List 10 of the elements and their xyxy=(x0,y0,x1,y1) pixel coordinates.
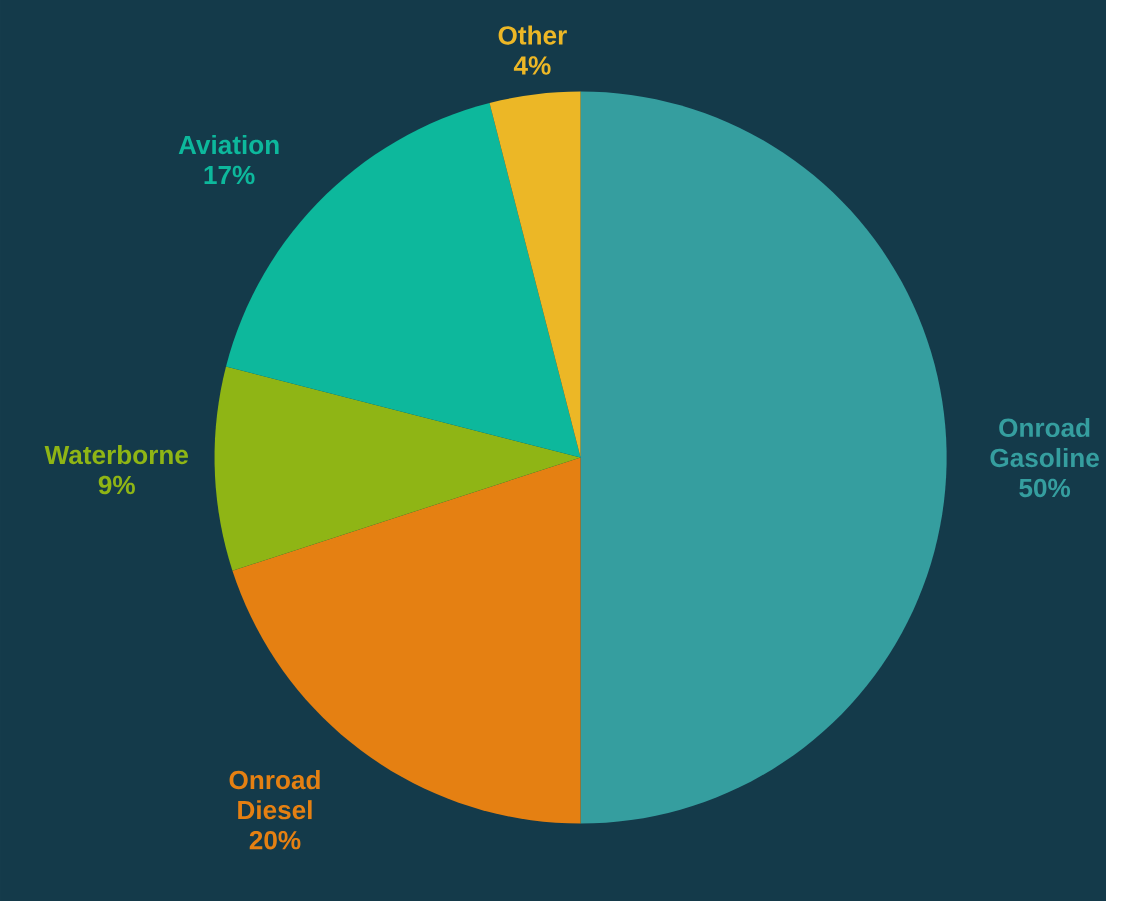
data-label: 4% xyxy=(513,56,551,75)
slice-label: Aviation xyxy=(178,134,279,154)
data-label: 50% xyxy=(1019,478,1071,498)
slice-label: Other xyxy=(498,25,567,45)
data-label: 20% xyxy=(249,830,301,850)
data-label: 17% xyxy=(204,165,255,185)
data-label: 9% xyxy=(98,475,135,495)
slice-label: Waterborne xyxy=(44,444,188,465)
slice-label: Onroad Gasoline xyxy=(990,417,1099,467)
slice-label: Onroad Diesel xyxy=(229,769,320,820)
